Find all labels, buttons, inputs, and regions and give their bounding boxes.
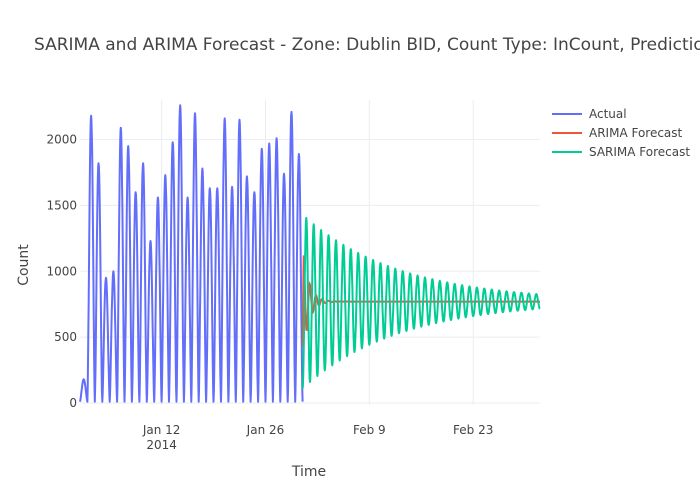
x-tick-label: Jan 26 (246, 423, 285, 437)
legend-label: ARIMA Forecast (589, 126, 683, 140)
series-line-sarima-forecast (301, 216, 541, 389)
y-tick-label: 1500 (46, 198, 77, 212)
y-tick-label: 2000 (46, 133, 77, 147)
series-layer (79, 104, 541, 403)
legend: Actual ARIMA Forecast SARIMA Forecast (552, 107, 690, 159)
series-line-actual (79, 104, 304, 403)
legend-label: Actual (589, 107, 627, 121)
y-tick-labels: 0 500 1000 1500 2000 (46, 133, 77, 410)
y-axis-title: Count (16, 244, 32, 286)
y-tick-label: 500 (54, 330, 77, 344)
x-tick-label: Jan 12 (142, 423, 181, 437)
y-tick-label: 0 (69, 396, 77, 410)
chart-title: SARIMA and ARIMA Forecast - Zone: Dublin… (34, 35, 700, 55)
y-tick-label: 1000 (46, 264, 77, 278)
x-tick-sublabel: 2014 (146, 438, 177, 452)
x-axis-title: Time (291, 464, 326, 480)
x-tick-label: Feb 9 (353, 423, 386, 437)
x-tick-label: Feb 23 (453, 423, 493, 437)
legend-label: SARIMA Forecast (589, 145, 690, 159)
